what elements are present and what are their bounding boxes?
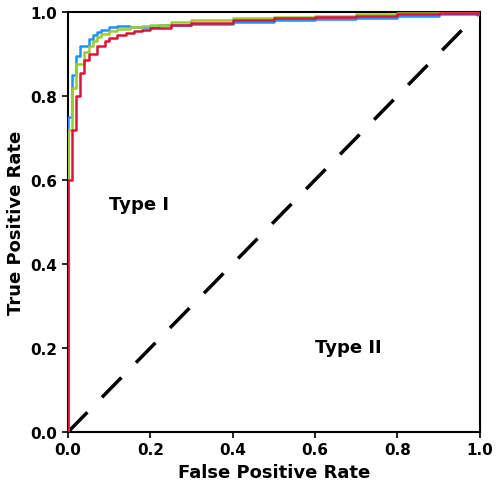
Text: Type II: Type II	[315, 339, 382, 357]
Text: Type I: Type I	[109, 196, 169, 214]
X-axis label: False Positive Rate: False Positive Rate	[178, 463, 370, 481]
Y-axis label: True Positive Rate: True Positive Rate	[7, 131, 25, 314]
